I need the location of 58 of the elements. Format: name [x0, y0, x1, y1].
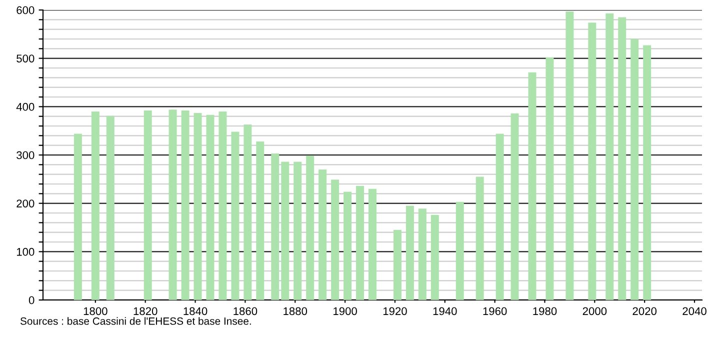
bar [244, 124, 252, 300]
bar [618, 17, 626, 300]
bar [106, 116, 114, 300]
bar [368, 188, 376, 300]
x-tick-label: 1920 [383, 307, 407, 316]
bar [231, 132, 240, 300]
bar [630, 39, 639, 300]
bar [566, 11, 574, 300]
bar [294, 162, 302, 300]
bar [546, 57, 554, 300]
x-tick-label: 1860 [234, 307, 258, 316]
bar [318, 170, 327, 300]
x-tick-label: 1800 [84, 307, 108, 316]
y-tick-label: 100 [16, 248, 34, 256]
bar [393, 230, 402, 300]
y-tick-label: 500 [16, 54, 34, 62]
x-tick-label: 1980 [533, 307, 557, 316]
bar [496, 134, 504, 300]
bar [418, 208, 426, 300]
bar [331, 180, 340, 300]
y-tick-label: 600 [16, 6, 34, 14]
bar [144, 110, 152, 300]
bar [281, 162, 290, 300]
bar [194, 112, 202, 300]
bar [206, 114, 214, 300]
bar [91, 112, 100, 300]
x-tick-label: 1940 [433, 307, 457, 316]
bar [74, 134, 82, 300]
bar [271, 154, 280, 300]
bar [643, 45, 652, 300]
x-tick-label: 1880 [284, 307, 308, 316]
y-tick-label: 300 [16, 151, 34, 160]
x-tick-label: 1960 [483, 307, 507, 316]
y-tick-label: 0 [28, 296, 34, 304]
x-tick-label: 1840 [184, 307, 208, 316]
bar [430, 214, 439, 300]
bar [256, 141, 264, 300]
bar [476, 176, 484, 300]
bar [406, 206, 414, 300]
x-tick-label: 1820 [134, 307, 158, 316]
bar [528, 72, 536, 300]
bar [168, 110, 177, 300]
x-tick-label: 2020 [632, 307, 657, 316]
bar [344, 192, 352, 300]
bar [356, 186, 364, 300]
x-tick-label: 2040 [682, 307, 706, 316]
bar [306, 155, 314, 300]
y-tick-label: 200 [16, 200, 34, 208]
bar [181, 110, 190, 300]
bar [218, 112, 227, 300]
source-note: Sources : base Cassini de l'EHESS et base Insee. [20, 317, 251, 325]
bar [606, 13, 614, 300]
y-tick-label: 400 [16, 102, 34, 111]
x-tick-label: 1900 [334, 307, 357, 316]
bar [510, 113, 519, 300]
bar [588, 22, 596, 300]
x-tick-label: 2000 [582, 307, 607, 316]
bar [456, 202, 464, 300]
